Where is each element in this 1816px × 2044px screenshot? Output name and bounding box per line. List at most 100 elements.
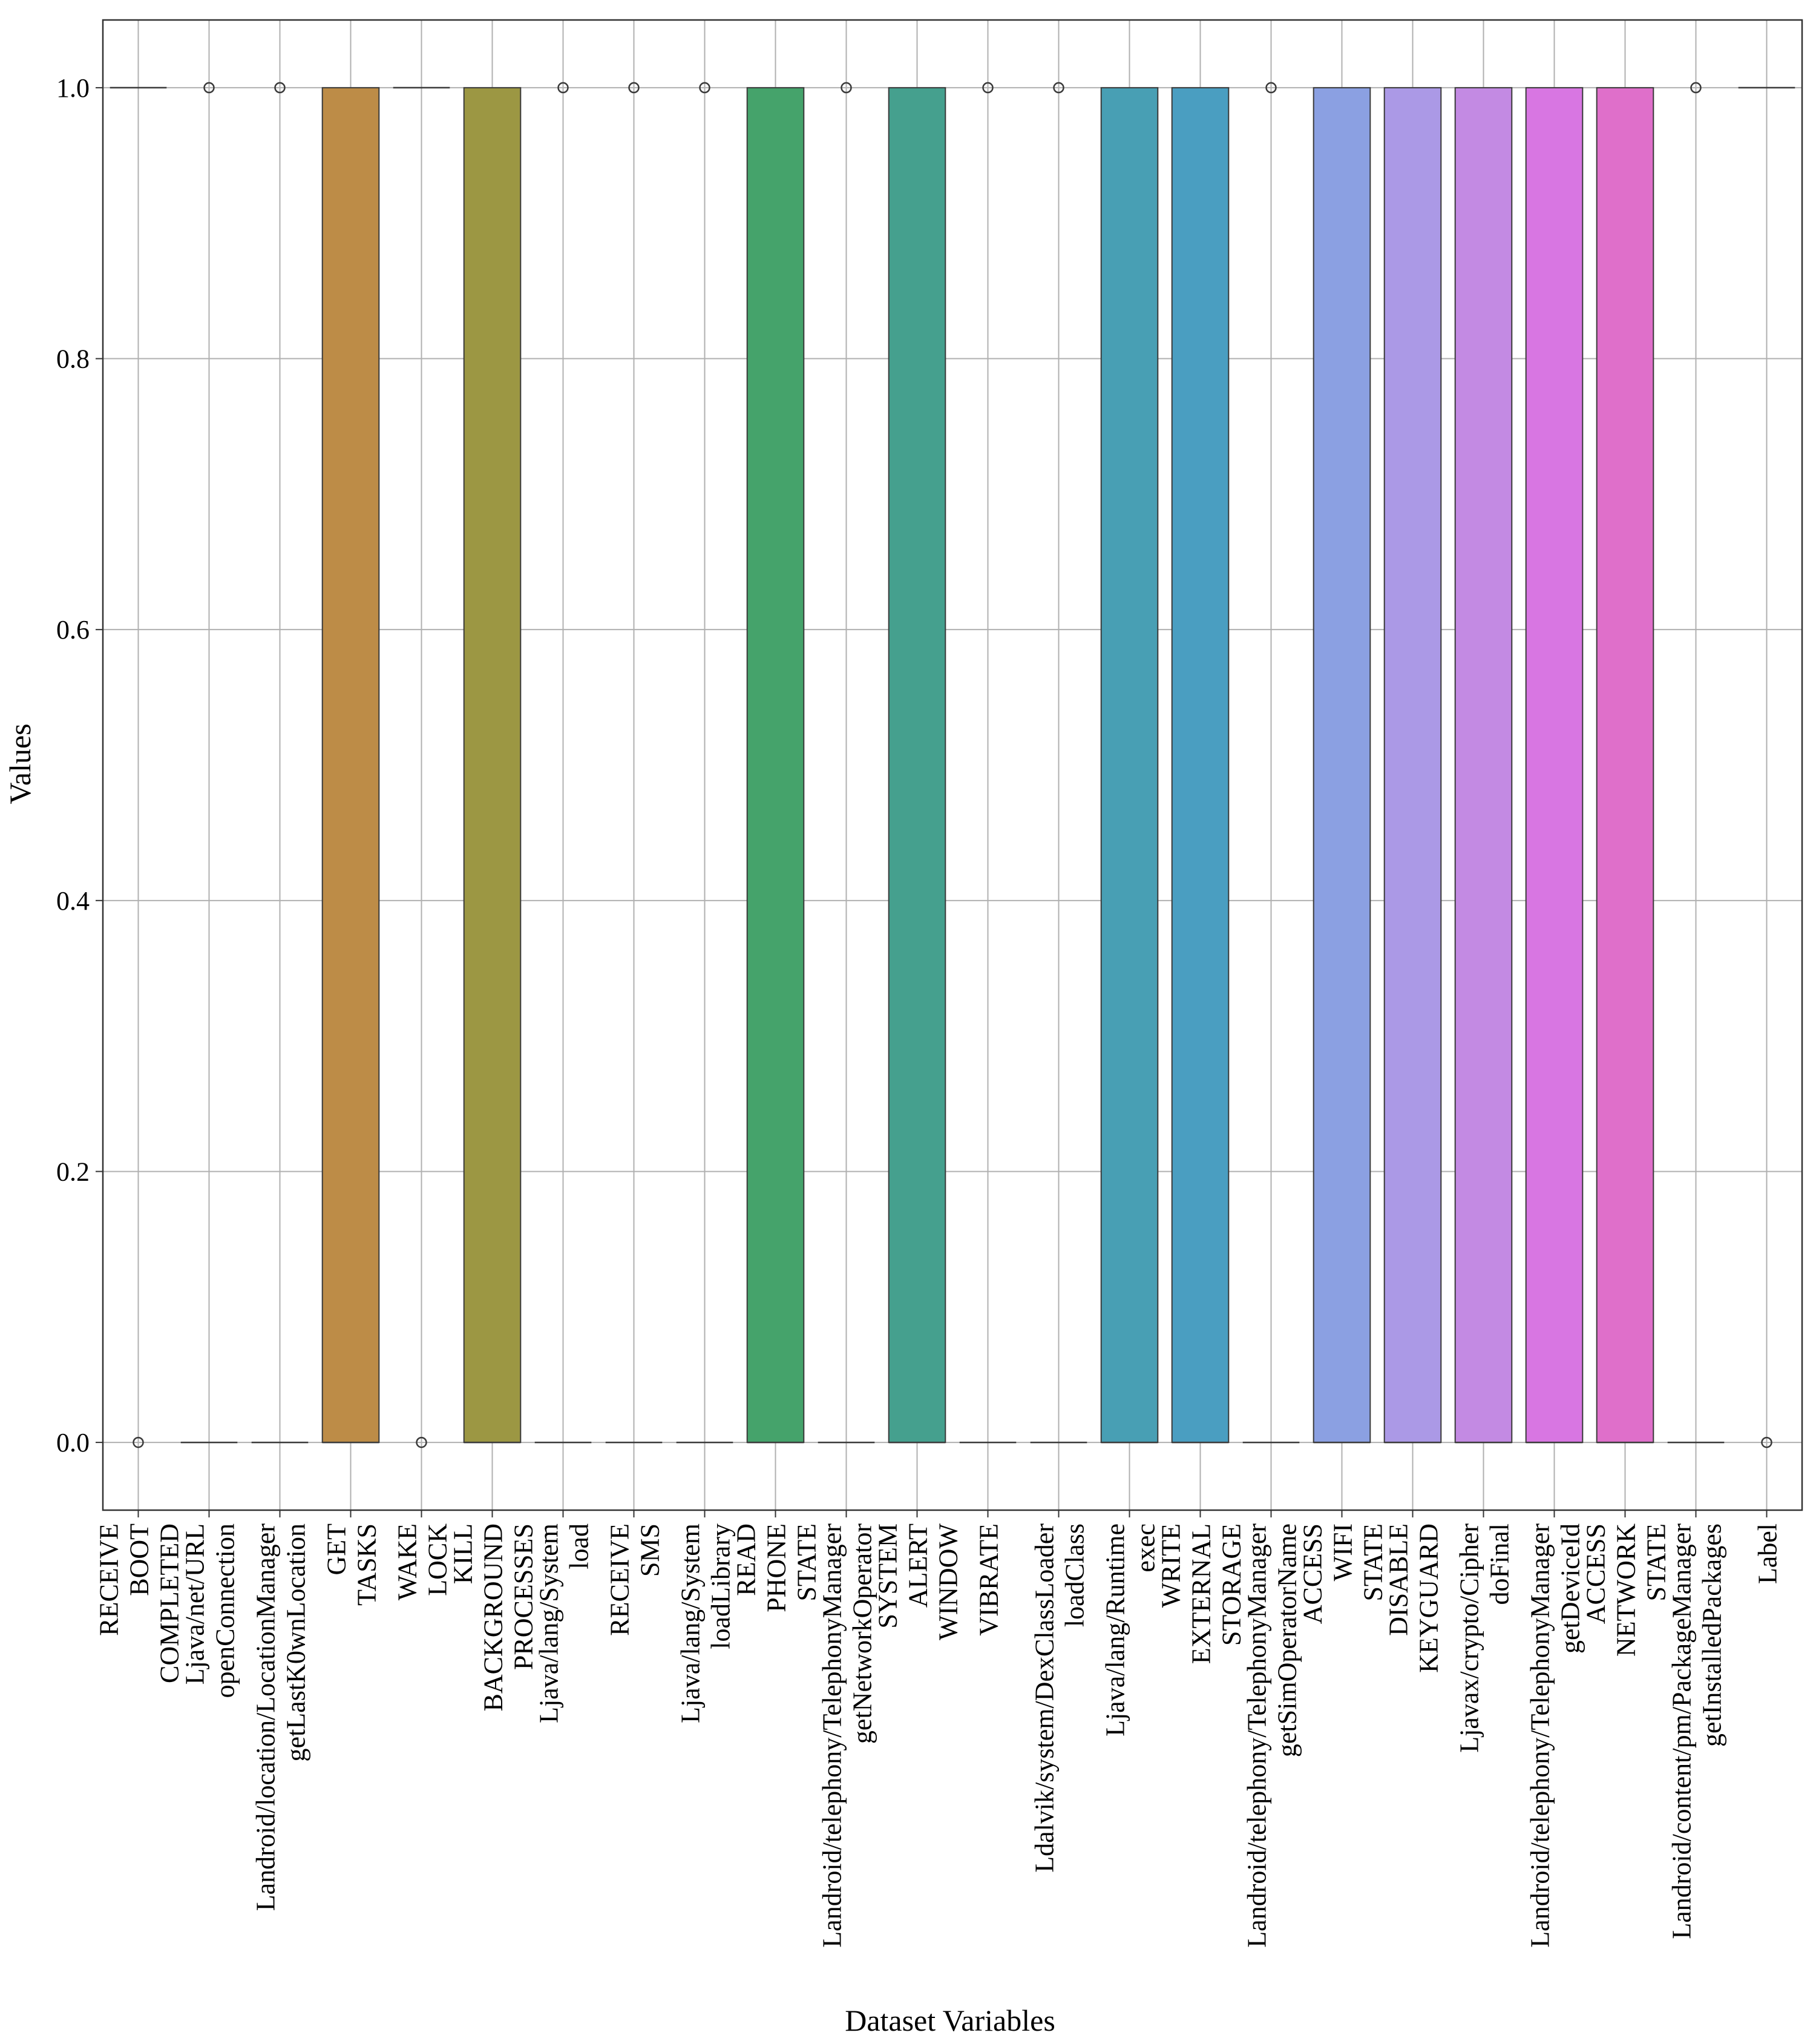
- box-9: [676, 82, 733, 1444]
- x-tick-label: NETWORK: [1611, 1523, 1641, 1657]
- x-tick-label: KILL: [448, 1523, 478, 1584]
- x-tick-label: WAKE: [393, 1523, 422, 1600]
- y-tick-label: 0.6: [56, 615, 90, 645]
- x-tick-label: Landroid/telephony/TelephonyManager: [1526, 1523, 1555, 1948]
- x-tick-label: ACCESS: [1298, 1523, 1328, 1624]
- x-tick-label: Landroid/telephony/TelephonyManager: [818, 1523, 847, 1948]
- outlier-point: [1761, 1436, 1772, 1448]
- box-19: [1383, 87, 1442, 1444]
- x-tick-label: Ljava/lang/System: [534, 1523, 564, 1723]
- x-tick-label: COMPLETED: [155, 1523, 185, 1683]
- x-tick-label: ACCESS: [1581, 1523, 1611, 1624]
- x-tick-label: loadLibrary: [706, 1523, 736, 1649]
- outlier-point: [557, 82, 569, 94]
- box-21: [1525, 87, 1584, 1444]
- box-5: [393, 87, 450, 1448]
- x-tick-label: Ldalvik/system/DexClassLoader: [1030, 1523, 1060, 1873]
- x-tick-label: doFinal: [1485, 1523, 1515, 1605]
- box-20: [1454, 87, 1513, 1444]
- x-tick-label: PROCESSES: [509, 1523, 539, 1670]
- box-8: [605, 82, 663, 1444]
- box-17: [1242, 82, 1300, 1444]
- x-tick-label: READ: [732, 1523, 761, 1596]
- box-18: [1313, 87, 1371, 1444]
- box-13: [959, 82, 1017, 1444]
- box-3: [251, 82, 309, 1444]
- box-body: [1313, 87, 1371, 1444]
- box-1: [110, 87, 167, 1448]
- x-tick-label: Ljava/net/URL: [180, 1523, 210, 1684]
- x-tick-label: KEYGUARD: [1414, 1523, 1444, 1673]
- outlier-point: [133, 1436, 144, 1448]
- x-tick-label: RECEIVE: [605, 1523, 635, 1636]
- box-body: [1454, 87, 1513, 1444]
- box-24: [1738, 87, 1795, 1448]
- box-14: [1030, 82, 1087, 1444]
- y-tick-label: 0.4: [56, 886, 90, 916]
- box-7: [534, 82, 592, 1444]
- x-tick-label: ALERT: [903, 1523, 933, 1608]
- x-tick-label: Landroid/location/LocationManager: [251, 1523, 281, 1911]
- outlier-point: [699, 82, 710, 94]
- x-tick-label: WIFI: [1328, 1523, 1358, 1581]
- x-tick-label: BACKGROUND: [479, 1523, 508, 1711]
- outlier-point: [982, 82, 994, 94]
- x-tick-label: Ljava/lang/System: [676, 1523, 706, 1723]
- box-body: [1171, 87, 1230, 1444]
- x-tick-label: DISABLE: [1384, 1523, 1414, 1636]
- outlier-point: [1053, 82, 1064, 94]
- x-tick-label: exec: [1131, 1523, 1161, 1572]
- box-10: [746, 87, 805, 1444]
- outlier-point: [841, 82, 852, 94]
- x-tick-label: Ljava/lang/Runtime: [1101, 1523, 1130, 1737]
- outlier-point: [628, 82, 640, 94]
- box-12: [888, 87, 946, 1444]
- x-tick-label: EXTERNAL: [1187, 1523, 1216, 1664]
- x-tick-label: SYSTEM: [873, 1523, 903, 1629]
- x-tick-label: openConnection: [211, 1523, 240, 1698]
- y-tick-label: 0.0: [56, 1428, 90, 1457]
- outlier-point: [1690, 82, 1702, 94]
- box-2: [180, 82, 238, 1444]
- box-4: [321, 87, 380, 1444]
- x-tick-label: TASKS: [352, 1523, 382, 1606]
- x-axis-label: Dataset Variables: [845, 2003, 1055, 2037]
- box-body: [1383, 87, 1442, 1444]
- x-tick-label: Ljavax/crypto/Cipher: [1455, 1523, 1484, 1753]
- boxes: [110, 82, 1795, 1448]
- box-22: [1596, 87, 1654, 1444]
- x-tick-label: VIBRATE: [974, 1523, 1004, 1636]
- x-tick-label: STATE: [1359, 1523, 1388, 1601]
- box-11: [818, 82, 875, 1444]
- x-tick-label: WRITE: [1156, 1523, 1186, 1608]
- box-23: [1667, 82, 1725, 1444]
- outlier-point: [1265, 82, 1277, 94]
- box-body: [463, 87, 522, 1444]
- x-tick-label: LOCK: [423, 1523, 453, 1596]
- x-tick-label: getNetworkOperator: [848, 1523, 877, 1744]
- box-body: [746, 87, 805, 1444]
- x-tick-label: PHONE: [762, 1523, 792, 1612]
- outlier-point: [203, 82, 215, 94]
- x-tick-label: Landroid/telephony/TelephonyManager: [1242, 1523, 1272, 1948]
- box-body: [321, 87, 380, 1444]
- y-tick-label: 0.8: [56, 344, 90, 374]
- x-tick-label: STATE: [1642, 1523, 1671, 1601]
- x-tick-label: Label: [1753, 1523, 1783, 1584]
- x-tick-label: STATE: [792, 1523, 822, 1601]
- x-tick-label: load: [565, 1523, 594, 1569]
- box-6: [463, 87, 522, 1444]
- x-tick-label: getSimOperatorName: [1273, 1523, 1302, 1757]
- y-tick-label: 1.0: [56, 73, 90, 103]
- x-tick-label: getDeviceId: [1556, 1523, 1585, 1654]
- outlier-point: [416, 1436, 427, 1448]
- y-axis-ticks: 0.0 0.2 0.4 0.6 0.8 1.0: [56, 73, 103, 1457]
- box-body: [888, 87, 946, 1444]
- x-tick-label: getLastK0wnLocation: [281, 1523, 311, 1761]
- x-tick-label: getInstalledPackages: [1697, 1523, 1727, 1747]
- box-body: [1525, 87, 1584, 1444]
- x-tick-label: BOOT: [125, 1523, 154, 1596]
- x-tick-label: GET: [322, 1523, 352, 1576]
